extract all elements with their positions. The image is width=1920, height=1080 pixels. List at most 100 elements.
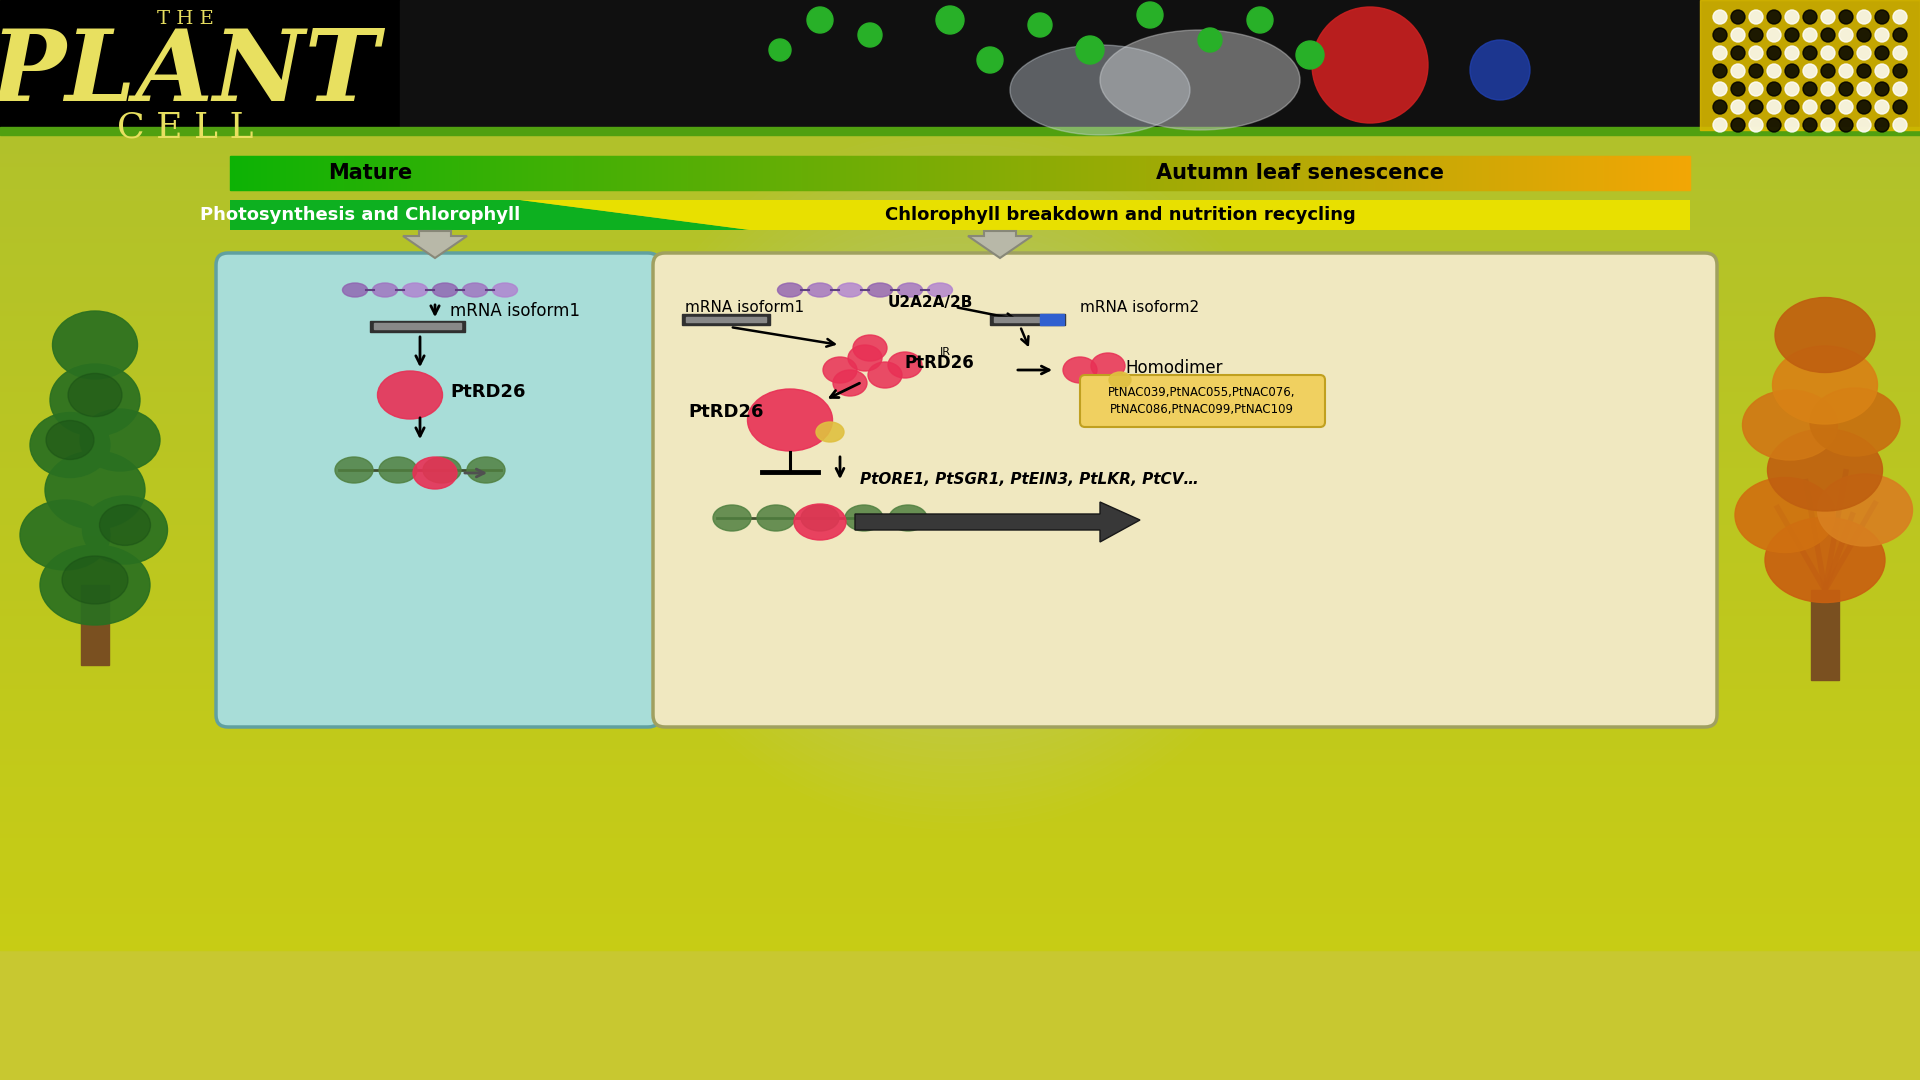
Bar	[0, 851, 1920, 855]
Circle shape	[1732, 28, 1745, 42]
Bar	[0, 179, 1920, 184]
Circle shape	[1839, 28, 1853, 42]
Circle shape	[1749, 100, 1763, 114]
Ellipse shape	[1768, 429, 1882, 511]
Bar	[0, 930, 1920, 934]
Bar	[0, 858, 1920, 862]
Bar	[0, 835, 1920, 839]
Bar	[0, 27, 1920, 31]
Bar	[0, 303, 1920, 307]
Bar	[0, 158, 1920, 162]
Bar	[0, 613, 1920, 618]
Bar	[0, 654, 1920, 659]
Circle shape	[1766, 82, 1782, 96]
Bar	[991, 314, 1066, 325]
Ellipse shape	[67, 374, 123, 417]
Bar	[0, 572, 1920, 577]
Bar	[0, 686, 1920, 690]
Bar	[0, 908, 1920, 912]
Bar	[0, 496, 1920, 500]
Bar	[0, 284, 1920, 288]
Bar	[0, 138, 1920, 143]
Bar	[0, 569, 1920, 573]
Bar	[685, 318, 766, 322]
Bar	[0, 404, 1920, 408]
Bar	[0, 791, 1920, 795]
Bar	[0, 199, 1920, 203]
Circle shape	[1876, 82, 1889, 96]
Bar	[0, 902, 1920, 906]
Bar	[0, 854, 1920, 859]
Ellipse shape	[81, 409, 159, 471]
Bar	[0, 772, 1920, 775]
Circle shape	[1820, 46, 1836, 60]
Polygon shape	[230, 200, 751, 230]
Bar	[0, 220, 1920, 225]
Bar	[0, 306, 1920, 310]
Bar	[0, 502, 1920, 507]
Bar	[0, 664, 1920, 669]
Bar	[0, 46, 1920, 51]
Bar	[0, 66, 1920, 70]
Bar	[0, 715, 1920, 719]
Ellipse shape	[463, 283, 488, 297]
Ellipse shape	[40, 545, 150, 625]
Text: C E L L: C E L L	[117, 110, 253, 144]
Bar	[0, 468, 1920, 472]
Bar	[0, 671, 1920, 675]
Bar	[0, 889, 1920, 893]
Circle shape	[1876, 28, 1889, 42]
Bar	[0, 166, 1920, 171]
Circle shape	[1786, 82, 1799, 96]
Ellipse shape	[432, 283, 457, 297]
Bar	[0, 683, 1920, 687]
Bar	[0, 53, 1920, 57]
Bar	[399, 0, 1920, 130]
Bar	[0, 737, 1920, 741]
Ellipse shape	[50, 364, 140, 436]
Bar	[0, 0, 1920, 130]
Bar	[0, 610, 1920, 615]
Text: PLANT: PLANT	[0, 25, 380, 121]
Bar	[0, 648, 1920, 652]
Bar	[0, 816, 1920, 820]
Bar	[0, 905, 1920, 909]
Circle shape	[1766, 28, 1782, 42]
Circle shape	[1713, 82, 1726, 96]
Bar	[0, 746, 1920, 751]
Bar	[0, 543, 1920, 548]
Bar	[0, 351, 1920, 354]
Ellipse shape	[868, 283, 893, 297]
Bar	[0, 189, 1920, 193]
Bar	[0, 645, 1920, 649]
Bar	[0, 927, 1920, 931]
Bar	[0, 382, 1920, 387]
Bar	[0, 822, 1920, 826]
Bar	[0, 127, 1920, 135]
Bar	[0, 766, 1920, 769]
Bar	[0, 312, 1920, 316]
Bar	[0, 407, 1920, 411]
Bar	[0, 492, 1920, 497]
Bar	[0, 110, 1920, 114]
Bar	[0, 81, 1920, 85]
Bar	[0, 725, 1920, 728]
Bar	[682, 314, 770, 325]
Text: Homodimer: Homodimer	[1125, 359, 1223, 377]
Bar	[0, 538, 1920, 541]
Bar	[0, 176, 1920, 180]
Bar	[0, 832, 1920, 836]
Circle shape	[1786, 118, 1799, 132]
Text: PtRD26: PtRD26	[449, 383, 526, 401]
Circle shape	[858, 23, 881, 48]
Bar	[0, 373, 1920, 377]
Bar	[0, 72, 1920, 76]
Bar	[0, 841, 1920, 846]
Bar	[0, 477, 1920, 482]
Bar	[0, 386, 1920, 390]
Ellipse shape	[1774, 297, 1876, 373]
Bar	[0, 151, 1920, 156]
Ellipse shape	[801, 505, 839, 531]
Bar	[0, 499, 1920, 503]
Circle shape	[1803, 100, 1816, 114]
